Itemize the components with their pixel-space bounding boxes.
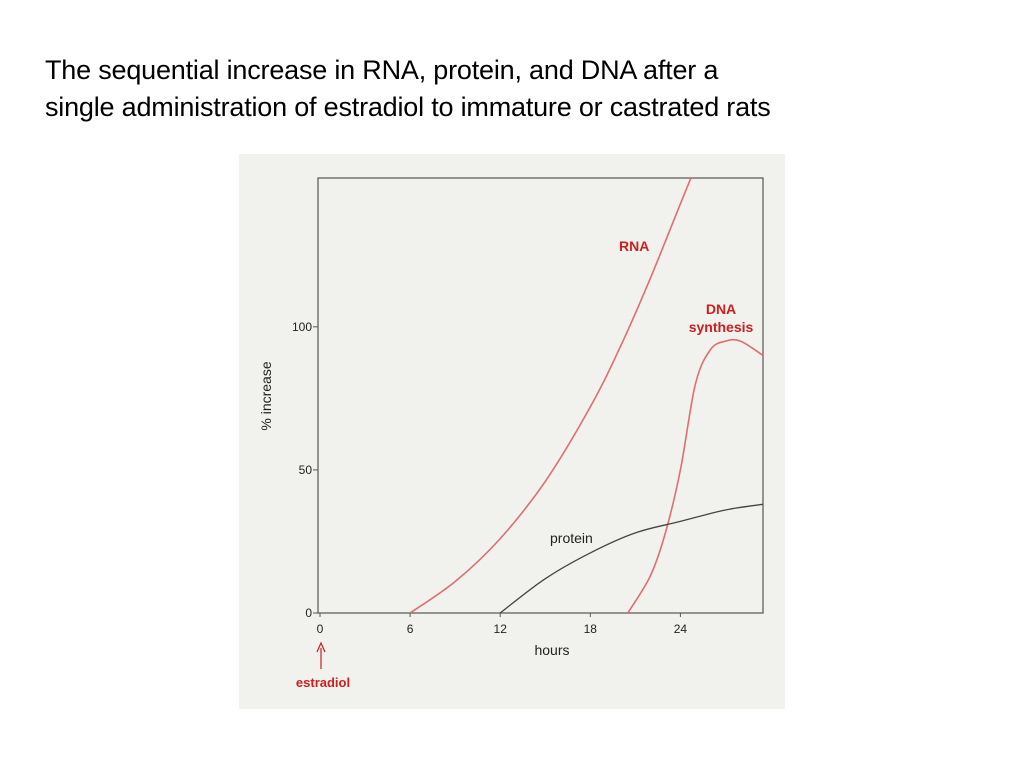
protein-series-label: protein [550,530,593,546]
estradiol-annotation: estradiol [296,675,350,690]
slide-title: The sequential increase in RNA, protein,… [45,52,1005,126]
y-tick-label-50: 50 [299,463,313,477]
slide-title-line-1: The sequential increase in RNA, protein,… [45,55,719,85]
dna-synthesis-line [627,338,764,614]
y-tick-label-100: 100 [292,320,312,334]
plot-frame [317,177,764,614]
x-tick-label-18: 18 [584,622,598,636]
x-tick-label-12: 12 [494,622,508,636]
chart-svg: 0 50 100 0 6 12 18 24 hours % increase R… [258,177,764,690]
x-axis-title: hours [534,642,569,658]
rna-line [409,177,692,614]
x-tick-label-6: 6 [407,622,414,636]
y-tick-label-0: 0 [305,606,312,620]
x-tick-label-0: 0 [317,622,324,636]
y-axis-title: % increase [258,361,274,430]
protein-line [499,503,764,614]
rna-series-label: RNA [619,238,649,254]
dna-series-label-line-2: synthesis [689,319,754,335]
slide-title-line-2: single administration of estradiol to im… [45,92,771,122]
x-tick-label-24: 24 [674,622,688,636]
dna-series-label-line-1: DNA [706,301,736,317]
chart-figure: 0 50 100 0 6 12 18 24 hours % increase R… [239,154,785,709]
estradiol-arrow-head [316,641,326,653]
